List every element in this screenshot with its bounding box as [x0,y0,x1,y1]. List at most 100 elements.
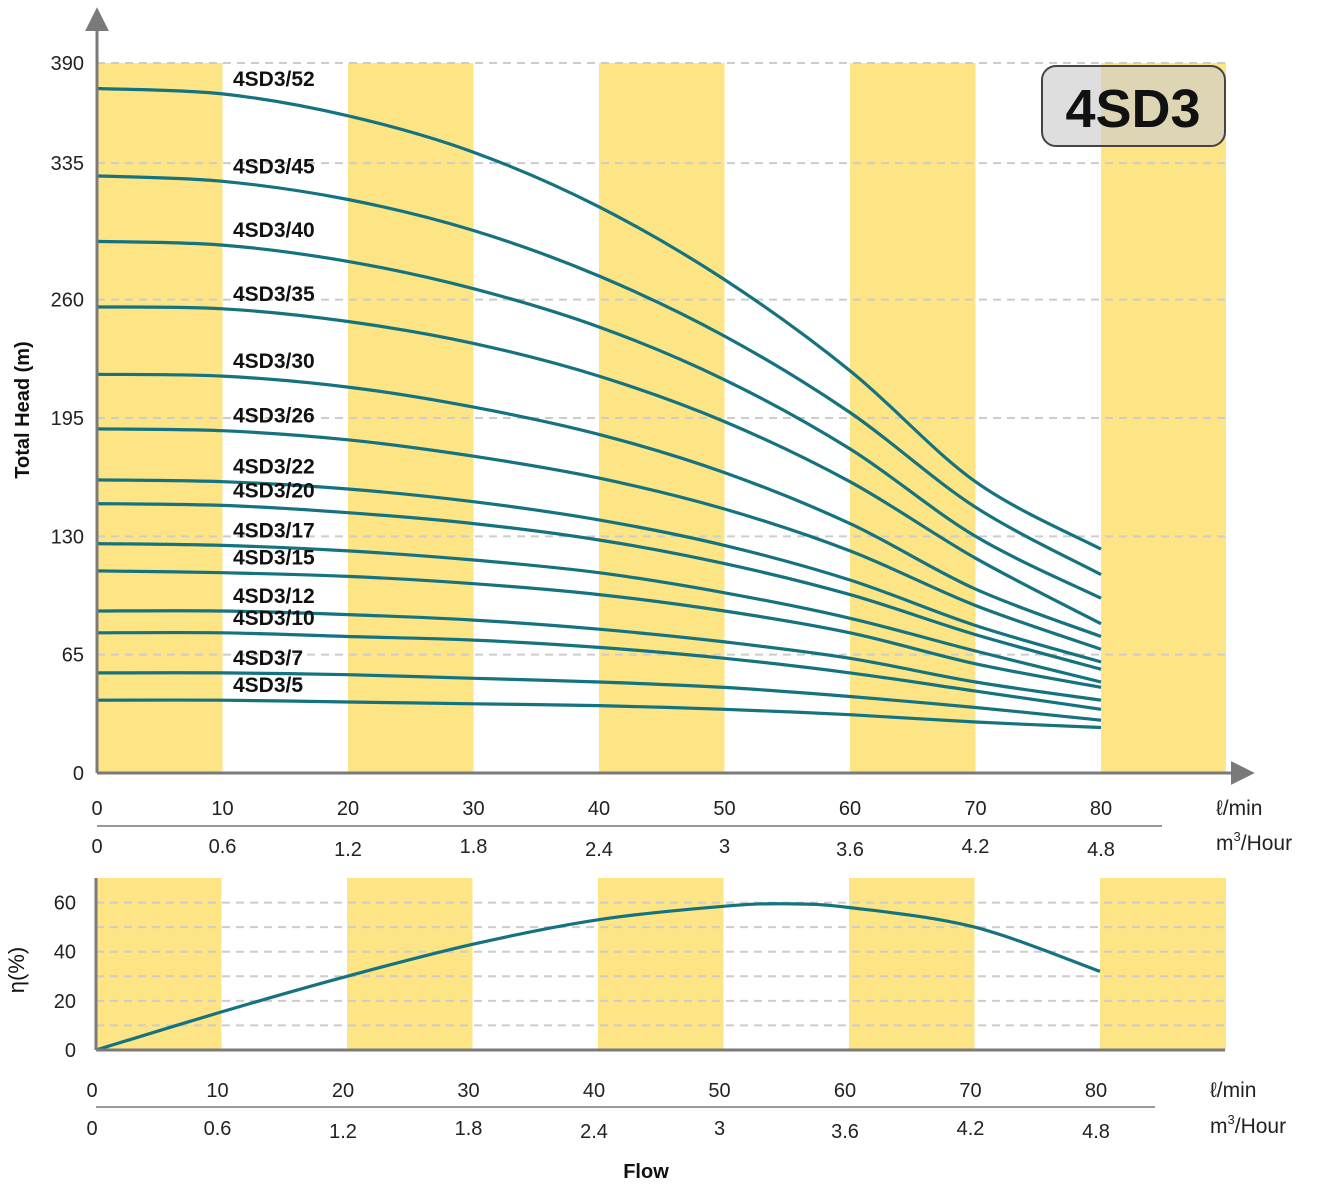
eff-y-tick-60: 60 [54,893,76,915]
curve-4SD3-40 [96,239,1102,600]
eff-x-tick-lmin-40: 40 [583,1080,605,1102]
y-tick-65: 65 [62,645,84,667]
eff-x-tick-lmin-0: 0 [86,1080,97,1102]
eff-band-60 [849,878,975,1050]
head-chart: 4SD3/52 4SD3/45 4SD3/40 4SD3/35 4SD3/30 4SD3/… [12,7,1292,861]
eff-x-tick-m3h-0.6: 0.6 [204,1118,232,1140]
y-tick-130: 130 [51,526,84,548]
curve-4SD3-15 [96,569,1102,689]
head-curves [96,86,1102,730]
curve-4SD3-12 [96,609,1102,702]
curve-4SD3-22 [96,478,1102,664]
x-tick-m3h-1.2: 1.2 [334,839,362,861]
x-tick-m3h-2.4: 2.4 [585,839,613,861]
curve-4SD3-35 [96,305,1102,626]
eff-x-tick-m3h-2.4: 2.4 [580,1121,608,1143]
x-tick-lmin-80: 80 [1090,798,1112,820]
y-tick-335: 335 [51,153,84,175]
efficiency-curves [95,902,1101,1052]
curve-label-4SD3-20: 4SD3/20 [233,479,315,502]
x-tick-lmin-60: 60 [839,798,861,820]
x-tick-lmin-70: 70 [964,798,986,820]
curve-label-4SD3-52: 4SD3/52 [233,68,315,91]
curve-label-4SD3-12: 4SD3/12 [233,585,315,608]
head-x-unit-lmin: ℓ/min [1216,797,1262,820]
x-tick-m3h-3: 3 [719,836,730,858]
head-y-tick-labels: 0 65 130 195 260 335 390 [51,53,84,785]
curve-4SD3-52 [96,86,1102,551]
curve-label-4SD3-40: 4SD3/40 [233,219,315,242]
curve-label-4SD3-45: 4SD3/45 [233,155,315,178]
curve-label-4SD3-17: 4SD3/17 [233,519,315,542]
model-badge-text: 4SD3 [1065,79,1200,139]
eff-x-tick-m3h-0: 0 [86,1118,97,1140]
efficiency-y-tick-labels: 0 20 40 60 [54,893,76,1062]
x-tick-m3h-0: 0 [91,836,102,858]
x-tick-lmin-10: 10 [211,798,233,820]
y-tick-0: 0 [73,763,84,785]
x-tick-lmin-0: 0 [91,798,102,820]
eff-y-tick-20: 20 [54,991,76,1013]
model-badge: 4SD3 [1041,65,1226,147]
eff-x-tick-lmin-60: 60 [834,1080,856,1102]
eff-x-unit-m3h: m3/Hour [1210,1112,1286,1138]
x-tick-m3h-4.8: 4.8 [1087,839,1115,861]
curve-4SD3-45 [96,174,1102,577]
curve-4SD3-20 [96,502,1102,671]
eff-x-tick-m3h-3: 3 [714,1118,725,1140]
head-y-axis-title: Total Head (m) [12,341,34,478]
eff-band-40 [598,878,724,1050]
curve-4SD3-17 [96,542,1102,684]
curve-label-4SD3-5: 4SD3/5 [233,674,303,697]
curve-label-4SD3-26: 4SD3/26 [233,405,315,428]
curve-4SD3-30 [96,372,1102,638]
efficiency-bands [96,878,1226,1050]
efficiency-axes [94,878,1225,1108]
head-grid [97,62,1226,656]
eff-x-tick-lmin-10: 10 [206,1080,228,1102]
eff-x-tick-lmin-70: 70 [959,1080,981,1102]
curve-label-4SD3-15: 4SD3/15 [233,547,315,570]
eff-x-tick-m3h-3.6: 3.6 [831,1121,859,1143]
head-curve-labels: 4SD3/52 4SD3/45 4SD3/40 4SD3/35 4SD3/30 4SD3/… [233,68,315,697]
x-tick-m3h-1.8: 1.8 [460,836,488,858]
curve-label-4SD3-22: 4SD3/22 [233,456,315,479]
curve-label-4SD3-35: 4SD3/35 [233,283,315,306]
eff-x-unit-lmin: ℓ/min [1210,1079,1256,1102]
curve-4SD3-10 [96,630,1102,711]
eff-x-tick-lmin-50: 50 [708,1080,730,1102]
eff-x-tick-lmin-30: 30 [457,1080,479,1102]
eff-y-tick-40: 40 [54,942,76,964]
curve-label-4SD3-10: 4SD3/10 [233,607,315,630]
y-tick-260: 260 [51,290,84,312]
efficiency-curve [95,902,1101,1052]
y-tick-390: 390 [51,53,84,75]
eff-band-0 [96,878,222,1050]
curve-4SD3-5 [96,698,1102,730]
eff-x-tick-m3h-4.8: 4.8 [1082,1121,1110,1143]
efficiency-chart: 0 20 40 60 0 10 20 30 40 50 60 70 80 0 0.6 1.2 1.8 2.4 3 3… [4,878,1286,1183]
eff-band-20 [347,878,473,1050]
eff-y-tick-0: 0 [65,1040,76,1062]
curve-4SD3-26 [96,427,1102,651]
efficiency-grid [96,901,1226,1027]
head-x-unit-m3h: m3/Hour [1216,829,1292,855]
eff-x-tick-m3h-1.8: 1.8 [455,1118,483,1140]
eff-y-axis-title: η(%) [4,947,29,993]
eff-x-tick-m3h-1.2: 1.2 [329,1121,357,1143]
curve-4SD3-7 [96,671,1102,722]
x-tick-lmin-30: 30 [462,798,484,820]
head-axes [85,7,1255,827]
eff-x-tick-lmin-80: 80 [1085,1080,1107,1102]
curve-label-4SD3-30: 4SD3/30 [233,350,315,373]
y-tick-195: 195 [51,408,84,430]
eff-x-tick-lmin-20: 20 [332,1080,354,1102]
x-tick-m3h-0.6: 0.6 [209,836,237,858]
x-tick-m3h-4.2: 4.2 [962,836,990,858]
x-tick-lmin-40: 40 [588,798,610,820]
eff-x-tick-m3h-4.2: 4.2 [957,1118,985,1140]
eff-band-80 [1100,878,1226,1050]
efficiency-x-tick-labels: 0 10 20 30 40 50 60 70 80 0 0.6 1.2 1.8 2.4 3 3.6 4.2 4.8 [86,1080,1109,1143]
head-x-tick-labels: 0 10 20 30 40 50 60 70 80 0 0.6 1.2 1.8 2.4 3 3.6 4.2 4.8 [91,798,1114,861]
